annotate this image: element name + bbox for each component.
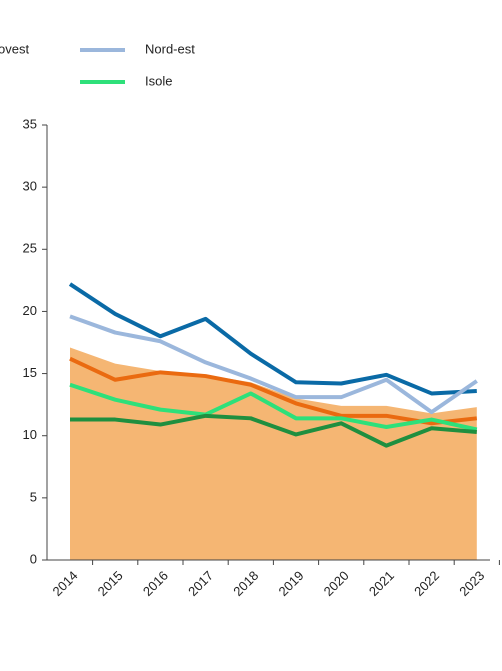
line — [69, 382, 478, 432]
legend-label: Isole — [145, 73, 172, 88]
line — [70, 413, 477, 448]
y-tick-label: 0 — [30, 551, 37, 566]
x-tick-label: 2016 — [140, 568, 171, 599]
x-tick-label: 2020 — [321, 568, 352, 599]
y-tick-label: 20 — [23, 303, 37, 318]
x-tick-label: 2014 — [49, 568, 80, 599]
x-tick-label: 2015 — [95, 568, 126, 599]
legend-label: Nord-est — [145, 41, 195, 56]
line — [69, 314, 478, 415]
y-tick-label: 10 — [23, 427, 37, 442]
y-tick-label: 5 — [30, 489, 37, 504]
y-tick-label: 35 — [23, 116, 37, 131]
legend-label: ovest — [0, 41, 29, 56]
x-tick-label: 2019 — [275, 568, 306, 599]
x-tick-label: 2017 — [185, 568, 216, 599]
y-tick-label: 25 — [23, 241, 37, 256]
line — [68, 282, 477, 396]
x-tick-label: 2023 — [456, 568, 487, 599]
area — [70, 347, 477, 560]
x-tick-label: 2022 — [411, 568, 442, 599]
line — [69, 356, 478, 426]
x-tick-label: 2018 — [230, 568, 261, 599]
y-tick-label: 30 — [23, 179, 37, 194]
x-tick-label: 2021 — [366, 568, 397, 599]
y-tick-label: 15 — [23, 365, 37, 380]
